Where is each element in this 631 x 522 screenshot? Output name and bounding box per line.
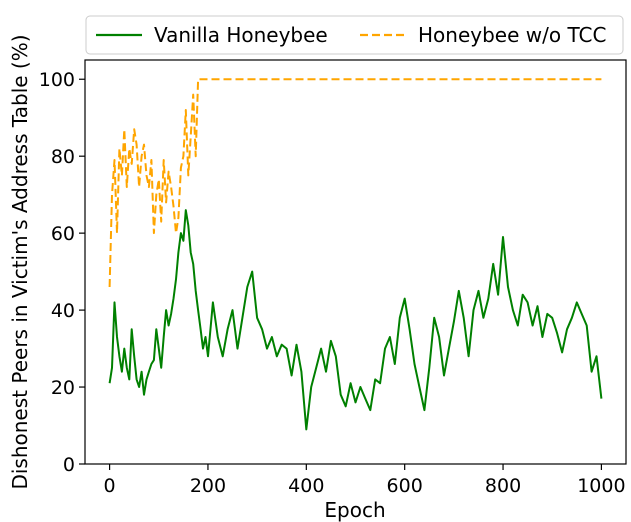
y-tick-label: 20	[51, 377, 75, 399]
y-tick-label: 60	[51, 223, 75, 245]
x-tick-label: 200	[190, 475, 226, 497]
legend-label-vanilla: Vanilla Honeybee	[154, 23, 328, 47]
y-axis-label: Dishonest Peers in Victim's Address Tabl…	[8, 34, 32, 489]
x-tick-label: 1000	[577, 475, 625, 497]
legend-frame	[85, 15, 624, 55]
x-axis-label: Epoch	[324, 498, 385, 522]
legend: Vanilla Honeybee Honeybee w/o TCC	[85, 15, 624, 55]
y-tick-label: 40	[51, 300, 75, 322]
y-tick-label: 80	[51, 146, 75, 168]
axes-frame	[84, 59, 627, 465]
series-line-vanilla-honeybee	[108, 209, 603, 431]
y-tick-label: 0	[63, 454, 75, 476]
x-axis: 0 200 400 600 800 1000	[104, 464, 626, 497]
x-tick-label: 800	[485, 475, 521, 497]
plot-area	[108, 78, 603, 431]
x-tick-label: 600	[387, 475, 423, 497]
legend-label-without-tcc: Honeybee w/o TCC	[418, 23, 606, 47]
x-tick-label: 0	[104, 475, 116, 497]
y-tick-label: 100	[39, 69, 75, 91]
y-axis: 0 20 40 60 80 100	[39, 69, 85, 476]
x-tick-label: 400	[288, 475, 324, 497]
series-line-honeybee-without-tcc	[108, 78, 602, 288]
